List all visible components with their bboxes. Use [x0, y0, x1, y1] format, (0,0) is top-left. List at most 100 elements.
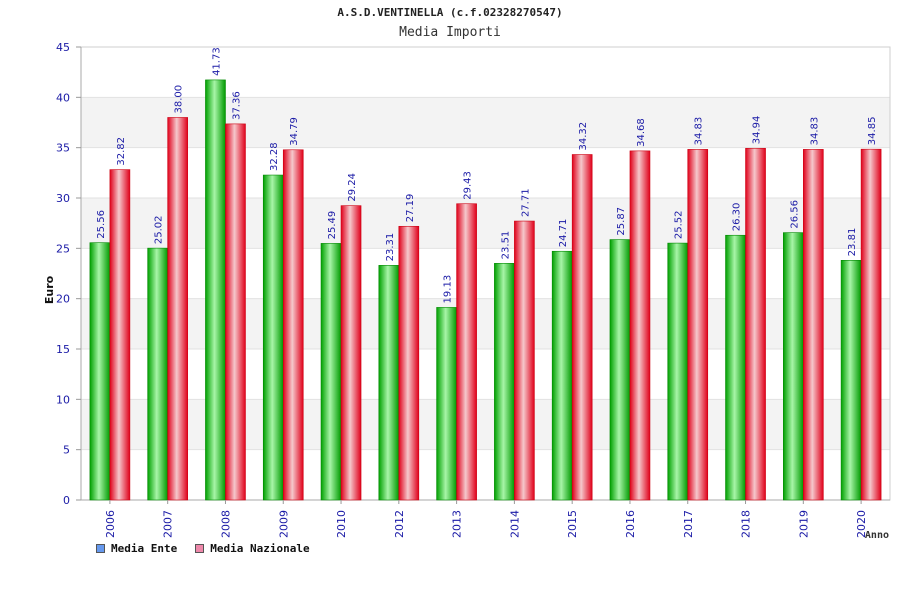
data-label: 25.49 — [327, 211, 338, 240]
data-label: 34.79 — [289, 117, 300, 146]
bar-media-ente-2017 — [667, 242, 689, 501]
x-tick-label: 2009 — [277, 510, 290, 538]
legend-item-media-nazionale: Media Nazionale — [195, 542, 310, 555]
bar-media-nazionale-2014 — [514, 220, 535, 501]
bar-media-nazionale-2007 — [167, 117, 188, 501]
y-tick-label: 5 — [63, 444, 70, 457]
data-label: 23.81 — [847, 228, 858, 257]
x-tick-label: 2018 — [740, 510, 753, 538]
data-label: 23.51 — [500, 231, 511, 260]
data-label: 32.28 — [269, 142, 280, 171]
y-axis-label: Euro — [43, 275, 56, 304]
data-label: 29.43 — [463, 171, 474, 200]
data-label: 34.32 — [578, 122, 589, 151]
x-tick-label: 2013 — [451, 510, 464, 538]
grid-band — [81, 399, 890, 450]
bar-media-nazionale-2017 — [687, 149, 709, 501]
y-tick-label: 10 — [56, 393, 70, 406]
legend-swatch-media-ente — [96, 544, 105, 553]
data-label: 27.71 — [520, 188, 531, 217]
y-tick-label: 35 — [56, 142, 70, 155]
data-label: 34.83 — [694, 117, 705, 146]
data-label: 32.82 — [116, 137, 127, 166]
data-label: 34.68 — [636, 118, 647, 147]
x-tick-label: 2007 — [162, 510, 175, 538]
plot-background — [81, 47, 890, 500]
bar-media-ente-2012 — [378, 265, 400, 501]
data-label: 19.13 — [443, 275, 454, 304]
bar-media-nazionale-2018 — [745, 147, 766, 501]
bars: 25.56 32.82 25.02 38.00 41.73 37.36 32.28 34.79… — [89, 47, 882, 501]
data-label: 25.56 — [96, 210, 107, 239]
bar-media-nazionale-2019 — [803, 149, 824, 501]
bar-media-ente-2014 — [494, 263, 515, 501]
bar-media-nazionale-2006 — [109, 169, 131, 501]
data-label: 24.71 — [558, 219, 569, 248]
y-tick-label: 20 — [56, 293, 70, 306]
data-label: 34.85 — [867, 117, 878, 146]
bar-media-ente-2016 — [609, 239, 631, 501]
bar-media-nazionale-2016 — [629, 150, 651, 501]
x-tick-label: 2012 — [393, 510, 406, 538]
x-tick-label: 2010 — [335, 510, 348, 538]
y-tick-label: 15 — [56, 343, 70, 356]
data-label: 26.56 — [789, 200, 800, 229]
bar-media-nazionale-2008 — [225, 123, 246, 501]
y-tick-label: 40 — [56, 91, 70, 104]
x-tick-label: 2015 — [566, 510, 579, 538]
legend: Media Ente Media Nazionale — [96, 542, 310, 555]
data-label: 25.02 — [154, 215, 165, 244]
grid-band — [81, 97, 890, 148]
x-tick-label: 2017 — [682, 510, 695, 538]
bar-media-nazionale-2009 — [282, 149, 304, 501]
legend-label-media-nazionale: Media Nazionale — [210, 542, 310, 555]
x-axis-ticks: 2006 2007 2008 2009 2010 2012 2013 2014 2015 2016… — [104, 500, 868, 538]
y-tick-label: 0 — [63, 494, 70, 507]
bar-media-ente-2009 — [262, 174, 284, 501]
x-tick-label: 2014 — [508, 510, 521, 538]
x-tick-label: 2019 — [797, 510, 810, 538]
bar-media-nazionale-2013 — [456, 203, 477, 501]
bar-media-ente-2010 — [320, 243, 342, 501]
bar-media-ente-2019 — [783, 232, 804, 501]
grid-band — [81, 298, 890, 349]
data-label: 34.94 — [752, 116, 763, 145]
y-tick-label: 25 — [56, 242, 70, 255]
y-tick-label: 45 — [56, 41, 70, 54]
grid-band — [81, 198, 890, 249]
data-label: 25.52 — [674, 210, 685, 239]
data-label: 38.00 — [174, 85, 185, 114]
data-label: 23.31 — [385, 233, 396, 262]
data-label: 29.24 — [347, 173, 358, 202]
y-axis-ticks: 0 5 10 15 20 25 30 35 40 45 — [56, 41, 81, 507]
legend-label-media-ente: Media Ente — [111, 542, 178, 555]
x-tick-label: 2016 — [624, 510, 637, 538]
bar-media-nazionale-2020 — [860, 148, 882, 501]
bar-media-nazionale-2012 — [398, 225, 420, 501]
bar-media-ente-2006 — [89, 242, 111, 501]
data-label: 27.19 — [405, 194, 416, 223]
x-tick-label: 2020 — [855, 510, 868, 538]
bar-media-ente-2020 — [840, 260, 862, 501]
bar-media-ente-2015 — [551, 250, 573, 501]
bar-media-ente-2008 — [205, 79, 226, 501]
data-label: 34.83 — [809, 117, 820, 146]
chart-title: A.S.D.VENTINELLA (c.f.02328270547) — [337, 6, 563, 19]
bar-media-ente-2007 — [147, 247, 168, 501]
x-tick-label: 2006 — [104, 510, 117, 538]
data-label: 25.87 — [616, 207, 627, 236]
bar-media-ente-2018 — [725, 234, 746, 501]
x-axis-label: Anno — [865, 530, 889, 541]
data-label: 37.36 — [231, 91, 242, 120]
bar-media-nazionale-2015 — [571, 154, 593, 501]
legend-swatch-media-nazionale — [195, 544, 205, 553]
bar-media-nazionale-2010 — [340, 205, 362, 501]
chart-subtitle: Media Importi — [399, 25, 501, 40]
legend-item-media-ente: Media Ente — [96, 542, 177, 555]
data-label: 26.30 — [732, 203, 743, 232]
x-tick-label: 2008 — [219, 510, 232, 538]
y-tick-label: 30 — [56, 192, 70, 205]
bar-media-ente-2013 — [436, 307, 457, 501]
data-label: 41.73 — [211, 47, 222, 76]
